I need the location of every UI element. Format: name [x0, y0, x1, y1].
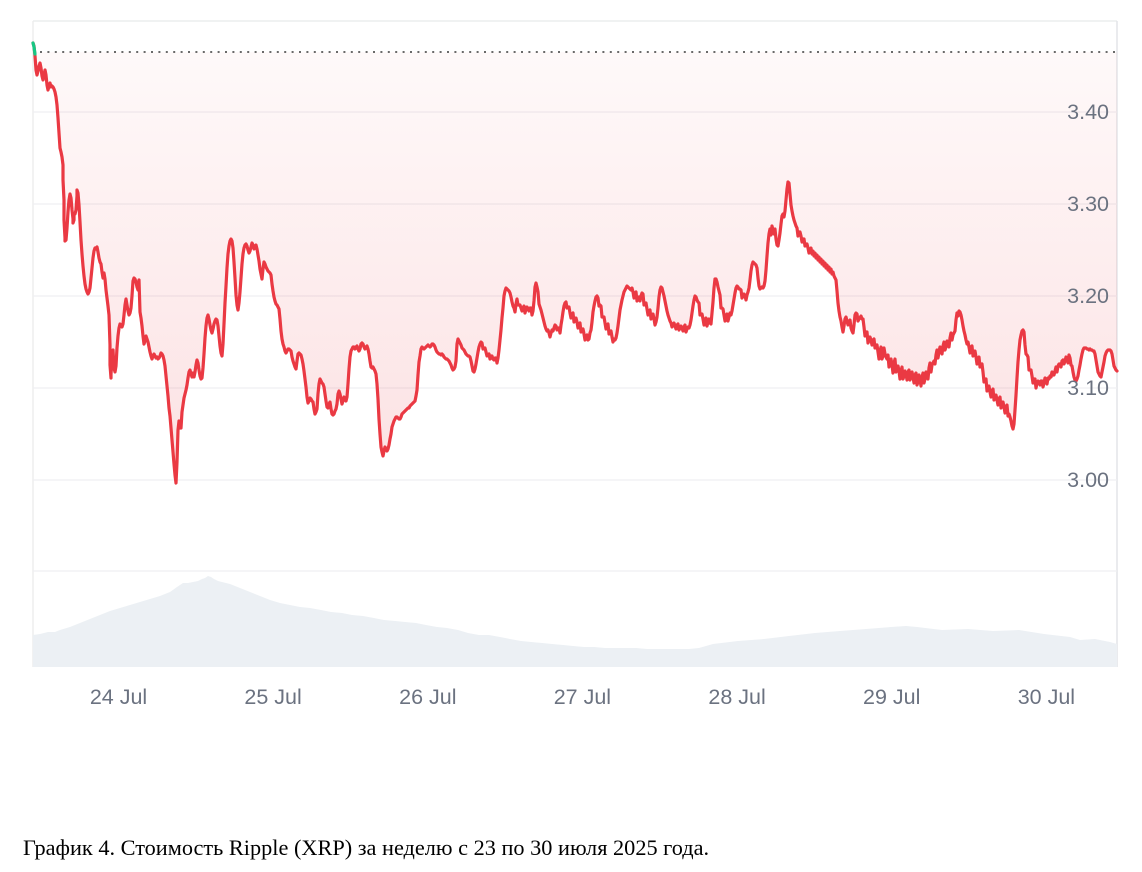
svg-text:25 Jul: 25 Jul	[244, 685, 301, 709]
svg-text:24 Jul: 24 Jul	[90, 685, 147, 709]
svg-text:3.10: 3.10	[1067, 376, 1109, 400]
svg-text:29 Jul: 29 Jul	[863, 685, 920, 709]
svg-text:3.20: 3.20	[1067, 284, 1109, 308]
svg-text:3.00: 3.00	[1067, 468, 1109, 492]
svg-text:27 Jul: 27 Jul	[554, 685, 611, 709]
svg-text:3.30: 3.30	[1067, 192, 1109, 216]
svg-text:28 Jul: 28 Jul	[708, 685, 765, 709]
svg-text:26 Jul: 26 Jul	[399, 685, 456, 709]
svg-text:3.40: 3.40	[1067, 100, 1109, 124]
svg-text:30 Jul: 30 Jul	[1018, 685, 1075, 709]
